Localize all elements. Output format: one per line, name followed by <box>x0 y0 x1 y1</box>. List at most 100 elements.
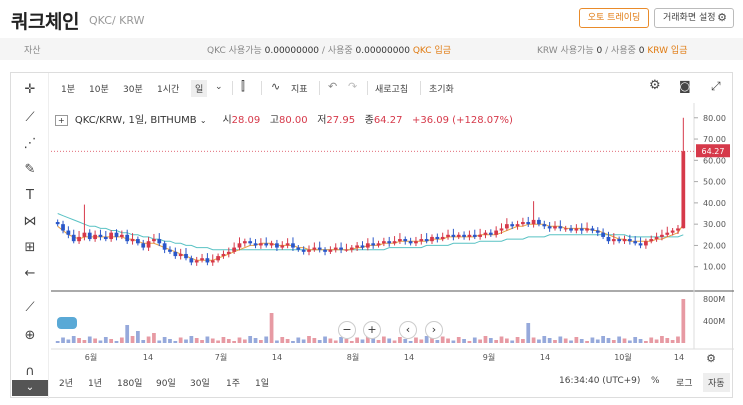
candle-body <box>483 232 488 235</box>
settings-icon[interactable]: ⚙ <box>649 78 661 93</box>
arrow-left-icon[interactable]: ← <box>24 266 36 281</box>
candle-body <box>515 224 520 227</box>
candle-body <box>130 239 135 242</box>
volume-bar <box>660 336 664 343</box>
range-1y[interactable]: 1년 <box>88 379 103 389</box>
chevron-down-icon[interactable]: ⌄ <box>215 82 223 92</box>
volume-bar <box>285 339 290 343</box>
candle-body <box>157 239 162 244</box>
fib-icon[interactable]: ⋰ <box>23 136 37 151</box>
volume-bar <box>264 336 269 343</box>
reset-button[interactable]: 초기화 <box>429 85 454 95</box>
interval-10m[interactable]: 10분 <box>89 85 109 95</box>
candle-body <box>226 251 231 254</box>
trendline-icon[interactable]: ⟋ <box>25 110 35 125</box>
volume-bar <box>499 336 504 343</box>
scroll-left-button[interactable]: ‹ <box>399 321 417 339</box>
volume-bar <box>77 338 81 343</box>
indicator-button[interactable]: 지표 <box>291 85 308 95</box>
volume-bar <box>210 338 215 343</box>
fullscreen-icon[interactable]: ⤢ <box>711 79 721 93</box>
crosshair-icon[interactable]: ✛ <box>24 82 36 97</box>
volume-bar <box>627 340 632 343</box>
candle-body <box>98 234 103 237</box>
volume-bar <box>146 336 151 343</box>
pattern-icon[interactable]: ⋈ <box>23 214 37 229</box>
volume-bar <box>611 340 616 343</box>
volume-tick-label: 800M <box>703 295 725 304</box>
candle-body <box>152 239 156 242</box>
scroll-right-button[interactable]: › <box>425 321 443 339</box>
range-90d[interactable]: 90일 <box>156 379 176 389</box>
chevron-down-icon[interactable]: ⌄ <box>199 116 207 125</box>
auto-trading-button[interactable]: 오토 트레이딩 <box>579 8 649 28</box>
gear-icon: ⚙ <box>717 11 727 24</box>
screen-settings-button[interactable]: 거래화면 설정 ⚙ <box>654 8 734 28</box>
candle-body <box>210 260 215 263</box>
volume-bar <box>558 336 563 343</box>
indicator-icon[interactable]: ∿ <box>271 80 281 93</box>
screen-settings-label: 거래화면 설정 <box>663 13 716 23</box>
percent-toggle[interactable]: % <box>651 376 660 386</box>
time-tick-label: 7월 <box>215 352 227 362</box>
volume-bar <box>440 336 445 343</box>
camera-icon[interactable]: ◙ <box>679 79 691 93</box>
volume-bar <box>649 337 654 343</box>
chart-logo-icon <box>57 317 77 329</box>
open-label: 시 <box>222 115 232 126</box>
candle-body <box>660 234 664 237</box>
volume-bar <box>542 336 547 343</box>
volume-bar <box>205 336 210 343</box>
range-1d[interactable]: 1일 <box>255 379 270 389</box>
volume-bar <box>312 338 317 343</box>
qkc-deposit-link[interactable]: QKC 입금 <box>412 46 452 56</box>
interval-day[interactable]: 일 <box>191 80 208 97</box>
volume-bar <box>103 337 108 343</box>
interval-1h[interactable]: 1시간 <box>157 85 180 95</box>
time-tick-label: 8월 <box>347 352 359 362</box>
range-1w[interactable]: 1주 <box>226 379 241 389</box>
krw-deposit-link[interactable]: KRW 입금 <box>647 46 688 56</box>
qkc-balance: QKC 사용가능 0.00000000 / 사용중 0.00000000 QKC… <box>207 43 451 56</box>
range-180d[interactable]: 180일 <box>117 379 143 389</box>
magnet-icon[interactable]: ∩ <box>25 364 35 379</box>
candle-body <box>146 241 151 248</box>
candle-body <box>253 243 258 246</box>
undo-icon[interactable]: ↶ <box>328 80 338 93</box>
candle-type-icon[interactable]: ⫿ <box>241 79 245 93</box>
expand-icon[interactable]: + <box>55 115 68 126</box>
price-chart[interactable]: 80.00 70.00 60.00 50.00 40.00 30.00 20.00 10.00… <box>11 73 734 399</box>
volume-bar <box>376 340 381 343</box>
collapse-button[interactable]: ⌄ <box>12 380 48 396</box>
price-tick-label: 80.00 <box>703 114 726 123</box>
candle-body <box>355 245 360 248</box>
zoom-in-button[interactable]: + <box>363 321 381 339</box>
candle-body <box>119 234 124 237</box>
ruler-icon[interactable]: ⟋ <box>25 300 35 315</box>
volume-bar <box>483 336 488 343</box>
candle-body <box>242 241 247 244</box>
volume-bar <box>125 325 130 343</box>
candle-body <box>194 260 199 263</box>
text-icon[interactable]: T <box>26 188 34 203</box>
volume-bar <box>339 337 343 343</box>
range-2y[interactable]: 2년 <box>59 379 74 389</box>
log-toggle[interactable]: 로그 <box>676 379 693 389</box>
volume-bar <box>93 338 97 343</box>
interval-30m[interactable]: 30분 <box>123 85 143 95</box>
brush-icon[interactable]: ✎ <box>24 162 36 177</box>
candle-body <box>264 243 269 246</box>
volume-bar <box>488 338 493 343</box>
zoom-out-button[interactable]: − <box>338 321 356 339</box>
range-30d[interactable]: 30일 <box>190 379 210 389</box>
volume-bar <box>226 339 231 343</box>
zoom-icon[interactable]: ⊕ <box>24 328 36 343</box>
redo-icon[interactable]: ↷ <box>348 80 358 93</box>
auto-toggle[interactable]: 자동 <box>703 373 730 392</box>
candle-body <box>585 228 589 231</box>
measure-icon[interactable]: ⊞ <box>24 240 36 255</box>
candle-body <box>269 243 274 246</box>
refresh-button[interactable]: 새로고침 <box>375 85 409 95</box>
interval-1m[interactable]: 1분 <box>61 85 76 95</box>
candle-body <box>590 228 595 231</box>
